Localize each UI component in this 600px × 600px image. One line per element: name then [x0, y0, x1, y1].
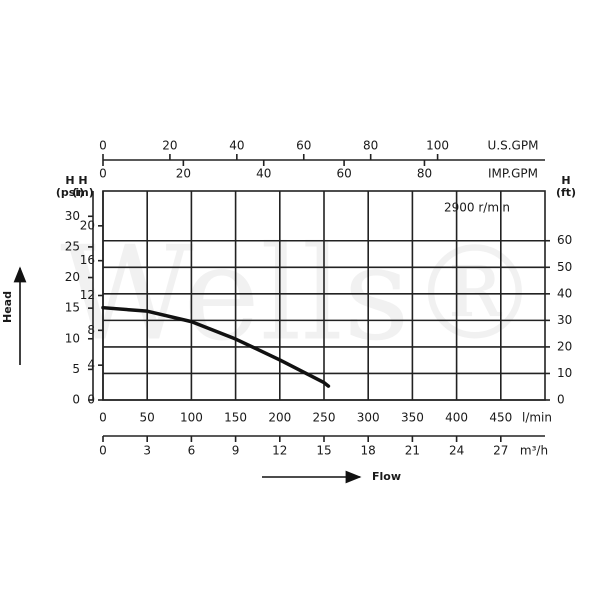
usgpm-tick-label: 0: [99, 139, 107, 153]
y2-tick-label: 40: [557, 286, 572, 300]
impgpm-unit: IMP.GPM: [488, 167, 538, 181]
speed-box: [417, 193, 543, 222]
usgpm-tick-label: 80: [363, 139, 378, 153]
impgpm-tick-label: 60: [336, 167, 351, 181]
y2-tick-label: 10: [557, 366, 572, 380]
speed-label: 2900 r/min: [444, 201, 510, 215]
m3h-tick-label: 0: [99, 444, 107, 458]
x-tick-label: 100: [180, 411, 203, 425]
m3h-tick-label: 12: [272, 444, 287, 458]
y2-tick-label: 60: [557, 233, 572, 247]
y2-tick-label: 20: [557, 339, 572, 353]
usgpm-tick-label: 40: [229, 139, 244, 153]
psi-tick-label: 25: [65, 239, 80, 253]
m3h-tick-label: 27: [493, 444, 508, 458]
m3h-tick-label: 21: [405, 444, 420, 458]
x-tick-label: 50: [140, 411, 155, 425]
m3h-tick-label: 15: [316, 444, 331, 458]
y2-label: H: [561, 174, 570, 187]
psi-tick-label: 15: [65, 301, 80, 315]
x-tick-label: 150: [224, 411, 247, 425]
x-tick-label: 300: [357, 411, 380, 425]
x-tick-label: 200: [268, 411, 291, 425]
m3h-tick-label: 18: [361, 444, 376, 458]
y-label: H: [78, 174, 87, 187]
psi-label: H: [65, 174, 74, 187]
psi-tick-label: 5: [72, 362, 80, 376]
y-tick-label: 4: [87, 358, 95, 372]
curve: [101, 305, 331, 388]
m3h-tick-label: 3: [143, 444, 151, 458]
y-tick-label: 12: [80, 288, 95, 302]
psi-tick-label: 30: [65, 209, 80, 223]
y-tick-label: 16: [80, 253, 95, 267]
impgpm-tick-label: 0: [99, 167, 107, 181]
psi-tick-label: 10: [65, 331, 80, 345]
m3h-unit: m³/h: [520, 444, 548, 458]
psi-tick-label: 0: [72, 393, 80, 407]
x-tick-label: 350: [401, 411, 424, 425]
m3h-tick-label: 6: [188, 444, 196, 458]
y-title: Head: [1, 291, 14, 323]
y-tick-label: 20: [80, 218, 95, 232]
y-unit: (m): [72, 186, 94, 199]
psi-unit: (psi): [56, 186, 84, 199]
x-tick-label: 250: [313, 411, 336, 425]
usgpm-tick-label: 60: [296, 139, 311, 153]
usgpm-tick-label: 100: [426, 139, 449, 153]
x-tick-label: 0: [99, 411, 107, 425]
usgpm-tick-label: 20: [162, 139, 177, 153]
usgpm-unit: U.S.GPM: [488, 139, 539, 153]
impgpm-tick-label: 40: [256, 167, 271, 181]
m3h-tick-label: 9: [232, 444, 240, 458]
x-tick-label: 400: [445, 411, 468, 425]
y2-unit: (ft): [556, 186, 576, 199]
impgpm-tick-label: 80: [417, 167, 432, 181]
y2-tick-label: 0: [557, 393, 565, 407]
x-tick-label: 450: [489, 411, 512, 425]
y2-tick-label: 50: [557, 260, 572, 274]
y2-tick-label: 30: [557, 313, 572, 327]
y-tick-label: 8: [87, 323, 95, 337]
x-title: Flow: [372, 470, 401, 483]
x-unit: l/min: [522, 411, 552, 425]
psi-tick-label: 20: [65, 270, 80, 284]
impgpm-tick-label: 20: [176, 167, 191, 181]
m3h-tick-label: 24: [449, 444, 464, 458]
